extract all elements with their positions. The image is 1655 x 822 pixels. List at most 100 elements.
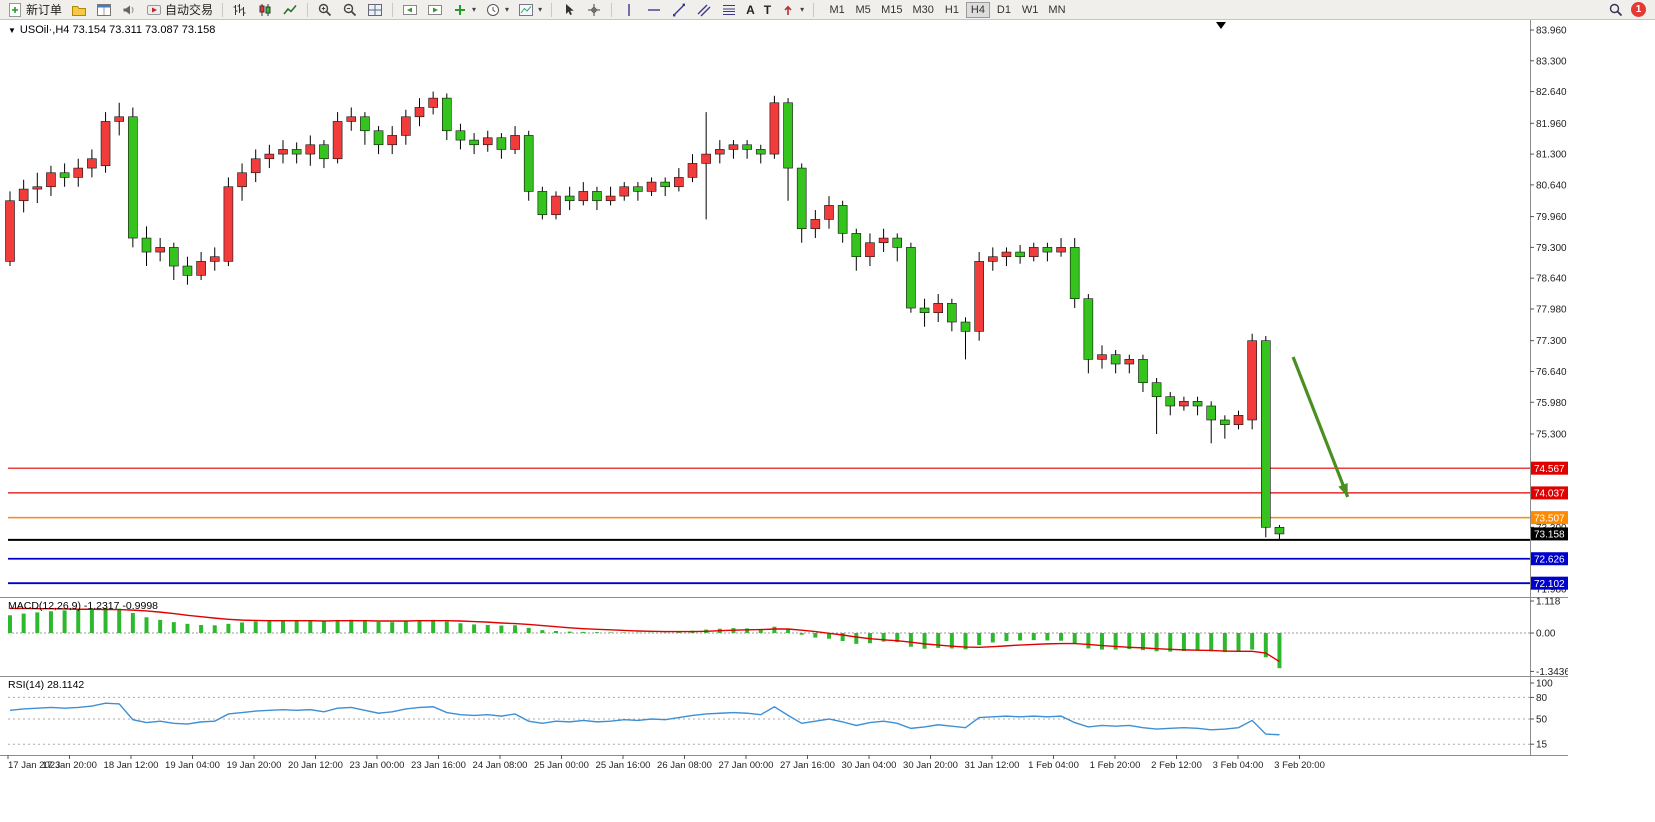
indicators-button[interactable]: ▾ [448, 1, 480, 19]
price-axis-label: 76.640 [1536, 367, 1567, 378]
candle [537, 191, 548, 216]
price-axis-label: 82.640 [1536, 87, 1567, 98]
candle [933, 303, 944, 313]
candle [1206, 405, 1216, 421]
market-watch-button[interactable] [92, 1, 116, 19]
candle [1124, 359, 1135, 365]
candle [1097, 354, 1107, 360]
label-tool-button[interactable]: T [760, 1, 775, 19]
text-tool-label: A [746, 2, 755, 17]
timeframe-m1[interactable]: M1 [825, 2, 849, 18]
crosshair-button[interactable] [582, 1, 606, 19]
candle [947, 303, 957, 323]
chart-shift-marker-icon[interactable] [1216, 22, 1226, 29]
new-order-button[interactable]: 新订单 [3, 1, 66, 19]
candle [401, 116, 411, 136]
price-badge-label: 74.567 [1534, 464, 1565, 475]
timeframe-mn[interactable]: MN [1044, 2, 1069, 18]
trend-arrow-head-icon[interactable] [1338, 483, 1352, 499]
macd-signal-line [10, 607, 1280, 663]
candle [1151, 382, 1162, 397]
auto-trading-icon [147, 4, 162, 15]
price-axis-label: 77.980 [1536, 304, 1567, 315]
timeframe-m30[interactable]: M30 [909, 2, 938, 18]
candle [237, 172, 247, 188]
candle [646, 181, 657, 192]
candle [428, 97, 438, 108]
candle [1233, 415, 1244, 425]
sounds-button[interactable] [117, 1, 141, 19]
candle [1015, 251, 1025, 258]
price-badge [1531, 461, 1568, 475]
timeframe-h1[interactable]: H1 [940, 2, 964, 18]
time-axis-label: 27 Jan 00:00 [719, 760, 774, 771]
trendline-button[interactable] [667, 1, 691, 19]
toolbar-separator [392, 2, 394, 17]
macd-scale-label: -1.3436 [1536, 667, 1568, 678]
candle [46, 172, 56, 188]
time-axis-label: 27 Jan 16:00 [780, 760, 835, 771]
templates-button[interactable]: ▾ [514, 1, 546, 19]
profiles-button[interactable] [67, 1, 91, 19]
arrows-tool-button[interactable]: ▾ [776, 1, 808, 19]
timeframe-w1[interactable]: W1 [1018, 2, 1043, 18]
candle [1083, 298, 1094, 360]
candle [1247, 340, 1257, 421]
horizontal-line-button[interactable] [642, 1, 666, 19]
crosshair-icon [588, 3, 601, 16]
candle [128, 116, 138, 239]
time-axis-label: 20 Jan 12:00 [288, 760, 343, 771]
candle [169, 247, 179, 267]
price-badge-label: 73.158 [1534, 530, 1565, 541]
clock-icon [487, 3, 500, 16]
candle [687, 163, 698, 178]
timeframe-m15[interactable]: M15 [877, 2, 906, 18]
candlestick-chart-icon [259, 3, 271, 16]
candle [783, 102, 793, 169]
tile-windows-button[interactable] [363, 1, 387, 19]
cursor-button[interactable] [557, 1, 581, 19]
timeframe-h4[interactable]: H4 [965, 1, 990, 18]
fibonacci-button[interactable] [717, 1, 741, 19]
time-axis-label: 17 Jan 20:00 [42, 760, 97, 771]
candlestick-chart-button[interactable] [253, 1, 277, 19]
line-chart-button[interactable] [278, 1, 302, 19]
candle [1001, 251, 1012, 258]
text-tool-button[interactable]: A [742, 1, 759, 19]
search-icon [1609, 3, 1623, 16]
candle [592, 191, 602, 202]
candle [441, 97, 452, 132]
notification-badge[interactable]: 1 [1631, 2, 1646, 17]
zoom-in-button[interactable] [313, 1, 337, 19]
periods-button[interactable]: ▾ [481, 1, 513, 19]
candle [1220, 419, 1230, 425]
chart-canvas[interactable]: 83.960 83.300 82.640 81.960 81.300 80.640 79.9… [0, 20, 1568, 775]
zoom-out-button[interactable] [338, 1, 362, 19]
chart-shift-button[interactable] [398, 1, 422, 19]
time-axis-label: 3 Feb 20:00 [1274, 760, 1325, 771]
candle [155, 247, 165, 253]
trend-arrow[interactable] [1291, 356, 1350, 498]
channel-button[interactable] [692, 1, 716, 19]
timeframe-d1[interactable]: D1 [992, 2, 1016, 18]
candle [878, 237, 889, 244]
bar-chart-button[interactable] [228, 1, 252, 19]
time-axis-label: 30 Jan 20:00 [903, 760, 958, 771]
timeframe-m5[interactable]: M5 [851, 2, 875, 18]
chart-shift-icon [403, 4, 418, 15]
chart-panel[interactable]: 83.960 83.300 82.640 81.960 81.300 80.640 79.9… [0, 20, 1568, 775]
candle [578, 191, 589, 202]
auto-scroll-button[interactable] [423, 1, 447, 19]
price-axis-label: 83.300 [1536, 56, 1567, 67]
price-axis-label: 75.980 [1536, 398, 1567, 409]
price-axis-label: 78.640 [1536, 274, 1567, 285]
price-badge [1531, 576, 1568, 590]
candle [701, 153, 711, 164]
search-button[interactable] [1604, 1, 1628, 19]
vertical-line-button[interactable] [617, 1, 641, 19]
periods-caret-icon: ▾ [505, 5, 510, 14]
tile-windows-icon [368, 3, 383, 16]
candle [291, 149, 302, 155]
auto-trading-button[interactable]: 自动交易 [142, 1, 217, 19]
candle [360, 116, 370, 132]
